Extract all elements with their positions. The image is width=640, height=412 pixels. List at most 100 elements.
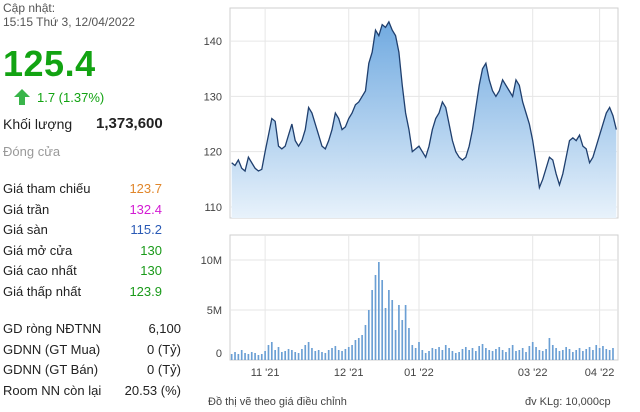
price-y-tick-label: 130 <box>204 91 222 103</box>
volume-bar <box>595 345 598 360</box>
volume-bar <box>585 349 588 360</box>
volume-bar <box>317 350 320 360</box>
price-value: 130 <box>140 242 162 258</box>
volume-bar <box>538 350 541 360</box>
updated-time: 15:15 Thứ 3, 12/04/2022 <box>3 15 135 29</box>
volume-bar <box>371 290 373 360</box>
volume-bar <box>468 350 470 360</box>
volume-bar <box>568 349 571 360</box>
change-value: 1.7 (1.37%) <box>37 89 105 105</box>
volume-bar <box>521 348 524 360</box>
arrow-up-icon <box>14 89 30 105</box>
volume-bar <box>404 305 407 360</box>
volume-bar <box>481 344 484 360</box>
volume-bar <box>498 347 501 360</box>
price-label: Giá cao nhất <box>3 263 77 278</box>
volume-bar <box>351 345 353 360</box>
foreign-label: GDNN (GT Bán) <box>3 362 99 377</box>
volume-bar <box>260 354 263 360</box>
volume-bar <box>354 340 357 360</box>
volume-bar <box>612 348 614 360</box>
current-price: 125.4 <box>3 43 96 84</box>
volume-bar <box>505 352 507 360</box>
price-y-tick-label: 120 <box>204 147 222 159</box>
volume-bar <box>424 353 427 360</box>
volume-bar <box>575 350 578 360</box>
volume-bar <box>304 345 307 360</box>
volume-unit-note: đv KLg: 10,000cp <box>525 396 611 408</box>
volume-bar <box>515 351 517 360</box>
x-tick-label: 04 '22 <box>585 367 615 379</box>
volume-y-tick-label: 10M <box>201 255 222 267</box>
volume-bar <box>247 354 250 360</box>
volume-bar <box>508 348 511 360</box>
session-status-text: Đóng cửa <box>3 144 61 159</box>
volume-bar <box>525 352 527 360</box>
volume-bar <box>307 342 310 360</box>
volume-bar <box>478 346 481 360</box>
volume-bar <box>237 354 240 360</box>
volume-bar <box>545 349 547 360</box>
volume-bar <box>384 308 387 360</box>
volume-bar <box>337 350 340 360</box>
volume-bar <box>458 352 460 360</box>
volume-bar <box>511 345 514 360</box>
volume-bar <box>501 350 504 360</box>
foreign-value: 0 (Tỷ) <box>147 362 181 377</box>
volume-bar <box>605 349 608 360</box>
price-label: Giá sàn <box>3 222 48 237</box>
price-value: 123.9 <box>129 283 162 299</box>
updated-label: Cập nhật: <box>3 1 56 15</box>
volume-bar <box>314 351 317 360</box>
volume-bar <box>311 348 313 360</box>
volume-bar <box>414 348 417 360</box>
volume-bar <box>291 350 293 360</box>
volume-bar <box>357 338 360 360</box>
volume-bar <box>602 346 604 360</box>
volume-bar <box>267 345 270 360</box>
volume-bar <box>301 349 303 360</box>
volume-bar <box>438 347 440 360</box>
volume-bar <box>491 351 494 360</box>
price-label: Giá thấp nhất <box>3 283 82 299</box>
volume-bar <box>434 349 437 360</box>
volume-bar <box>475 351 477 360</box>
price-value: 123.7 <box>129 181 162 196</box>
volume-bar <box>485 348 487 360</box>
volume-bar <box>528 346 531 360</box>
volume-bar <box>411 345 414 360</box>
volume-bar <box>378 262 380 360</box>
volume-bar <box>548 338 551 360</box>
x-tick-label: 03 '22 <box>518 367 548 379</box>
volume-value: 1,373,600 <box>96 115 163 132</box>
volume-bar <box>555 348 557 360</box>
volume-bar <box>388 290 390 360</box>
volume-bar <box>488 350 491 360</box>
chart-note: Đồ thị vẽ theo giá điều chỉnh <box>208 396 347 408</box>
volume-bar <box>324 353 327 360</box>
price-value: 115.2 <box>130 222 162 237</box>
volume-bar <box>398 305 400 360</box>
price-label: Giá tham chiếu <box>3 181 91 196</box>
price-y-tick-label: 110 <box>204 202 222 214</box>
volume-bar <box>418 342 420 360</box>
foreign-value: 20.53 (%) <box>124 382 181 398</box>
volume-bar <box>582 351 584 360</box>
volume-bar <box>334 346 337 360</box>
volume-bar <box>257 355 260 360</box>
volume-bar <box>281 352 283 360</box>
price-label: Giá trần <box>3 201 50 217</box>
volume-bar <box>572 352 574 360</box>
volume-bar <box>421 350 424 360</box>
price-label: Giá mở cửa <box>3 242 73 258</box>
volume-bar <box>344 349 347 360</box>
volume-bar <box>331 348 333 360</box>
volume-bar <box>250 352 253 360</box>
volume-bar <box>464 347 467 360</box>
volume-bar <box>391 300 394 360</box>
volume-bar <box>565 347 567 360</box>
volume-bar <box>454 353 457 360</box>
foreign-value: 0 (Tỷ) <box>147 341 181 357</box>
volume-bar <box>535 347 537 360</box>
volume-bar <box>444 345 447 360</box>
